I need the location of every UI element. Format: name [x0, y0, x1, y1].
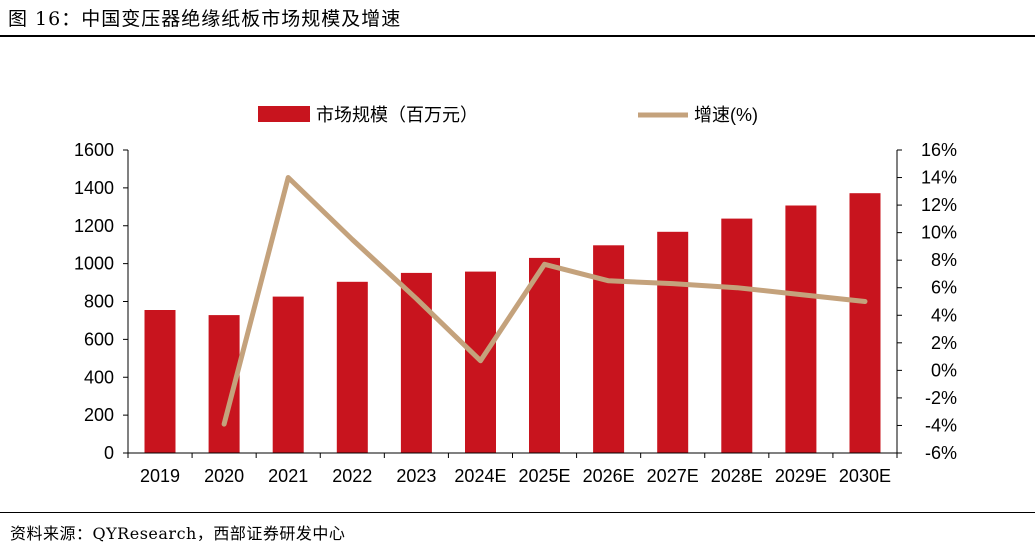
title-divider	[0, 35, 1035, 37]
x-tick-label: 2024E	[454, 466, 506, 486]
left-tick-label: 600	[84, 329, 114, 349]
left-tick-label: 1000	[74, 254, 114, 274]
right-tick-label: 10%	[921, 223, 957, 243]
left-tick-label: 1600	[74, 140, 114, 160]
right-tick-label: 4%	[931, 305, 957, 325]
bar-2023	[400, 272, 432, 453]
bar-2022	[336, 281, 368, 453]
left-tick-label: 1200	[74, 216, 114, 236]
right-tick-label: -4%	[925, 415, 957, 435]
bar-2027E	[657, 231, 689, 453]
x-tick-label: 2022	[332, 466, 372, 486]
bar-2025E	[529, 257, 560, 453]
right-tick-label: 6%	[931, 278, 957, 298]
source-note: 资料来源：QYResearch，西部证券研发中心	[10, 524, 346, 543]
right-tick-label: 16%	[921, 140, 957, 160]
right-tick-label: 8%	[931, 250, 957, 270]
bar-2029E	[785, 205, 817, 453]
left-tick-label: 200	[84, 405, 114, 425]
left-axis-ticks: 0 200 400 600 800 1000 1200 1400 1600	[74, 140, 128, 463]
x-tick-label: 2025E	[519, 466, 571, 486]
figure-title: 图 16：中国变压器绝缘纸板市场规模及增速	[8, 8, 402, 30]
x-tick-label: 2029E	[775, 466, 827, 486]
left-tick-label: 400	[84, 367, 114, 387]
bar-2028E	[721, 218, 753, 453]
left-tick-label: 0	[104, 443, 114, 463]
right-tick-label: 12%	[921, 195, 957, 215]
x-tick-label: 2020	[204, 466, 244, 486]
right-tick-label: 2%	[931, 333, 957, 353]
legend-bar-label: 市场规模（百万元）	[316, 105, 478, 125]
right-axis-ticks: -6% -4% -2% 0% 2% 4% 6% 8% 10% 12% 14% 16%	[897, 140, 957, 463]
right-tick-label: 14%	[921, 168, 957, 188]
x-tick-label: 2023	[396, 466, 436, 486]
x-tick-label: 2021	[268, 466, 308, 486]
footer-divider	[0, 512, 1035, 513]
x-tick-label: 2026E	[583, 466, 635, 486]
legend: 市场规模（百万元） 增速(%)	[258, 105, 758, 125]
right-tick-label: -2%	[925, 388, 957, 408]
axes	[127, 150, 898, 454]
left-tick-label: 800	[84, 292, 114, 312]
x-tick-label: 2030E	[839, 466, 891, 486]
bar-2021	[272, 296, 304, 453]
bar-2019	[144, 310, 176, 453]
bar-2030E	[849, 193, 881, 453]
legend-line-label: 增速(%)	[694, 105, 758, 125]
right-tick-label: -6%	[925, 443, 957, 463]
legend-bar-swatch	[258, 106, 310, 122]
bar-series	[144, 193, 881, 453]
x-axis-ticks: 2019 2020 2021 2022 2023 2024E 2025E 2026E 2027E…	[127, 453, 898, 486]
left-tick-label: 1400	[74, 178, 114, 198]
right-tick-label: 0%	[931, 360, 957, 380]
growth-line-series	[221, 175, 868, 427]
x-tick-label: 2019	[140, 466, 180, 486]
x-tick-label: 2027E	[647, 466, 699, 486]
x-tick-label: 2028E	[711, 466, 763, 486]
